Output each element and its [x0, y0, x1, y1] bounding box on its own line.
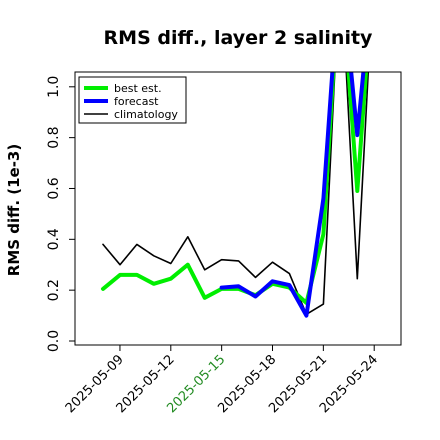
series-line-climatology [102, 72, 370, 316]
series-line-forecast [219, 72, 366, 318]
chart-title: RMS diff., layer 2 salinity [104, 27, 374, 49]
y-tick-label: 0.8 [46, 126, 62, 148]
legend-label: climatology [114, 108, 178, 121]
y-axis-label: RMS diff. (1e-3) [5, 144, 23, 276]
legend-label: forecast [114, 95, 159, 108]
y-tick-label: 1.0 [46, 76, 62, 98]
y-tick-label: 0.2 [46, 279, 62, 301]
y-tick-label: 0.0 [46, 330, 62, 352]
plot-frame [74, 71, 402, 346]
y-tick-label: 0.4 [46, 228, 62, 250]
legend-label: best est. [114, 82, 162, 95]
y-tick-label: 0.6 [46, 177, 62, 199]
